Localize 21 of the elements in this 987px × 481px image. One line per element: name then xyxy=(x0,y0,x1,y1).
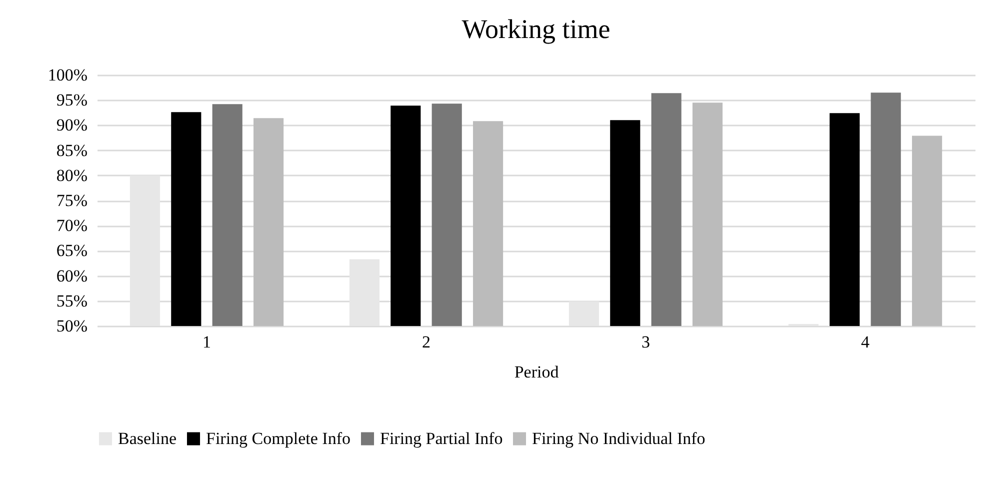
x-tick-label: 1 xyxy=(202,332,211,352)
y-tick-label: 80% xyxy=(56,166,88,185)
y-tick-label: 70% xyxy=(56,216,88,236)
x-axis-title: Period xyxy=(514,362,560,382)
x-tick-label: 4 xyxy=(861,332,870,352)
x-tick-label: 2 xyxy=(422,332,430,352)
legend-label: Firing No Individual Info xyxy=(532,428,706,448)
y-tick-label: 65% xyxy=(56,241,88,260)
x-tick-label: 3 xyxy=(642,332,650,352)
y-tick-label: 60% xyxy=(56,266,88,286)
y-tick-label: 85% xyxy=(56,140,88,160)
y-tick-label: 95% xyxy=(56,90,88,110)
legend-label: Firing Complete Info xyxy=(206,428,350,448)
y-tick-label: 55% xyxy=(56,291,88,310)
legend-label: Firing Partial Info xyxy=(380,428,503,448)
legend-label: Baseline xyxy=(118,428,177,448)
y-tick-label: 50% xyxy=(56,316,88,336)
y-tick-label: 75% xyxy=(56,191,88,210)
y-tick-label: 100% xyxy=(48,66,88,84)
y-tick-label: 90% xyxy=(56,116,88,135)
chart-title: Working time xyxy=(462,14,610,44)
